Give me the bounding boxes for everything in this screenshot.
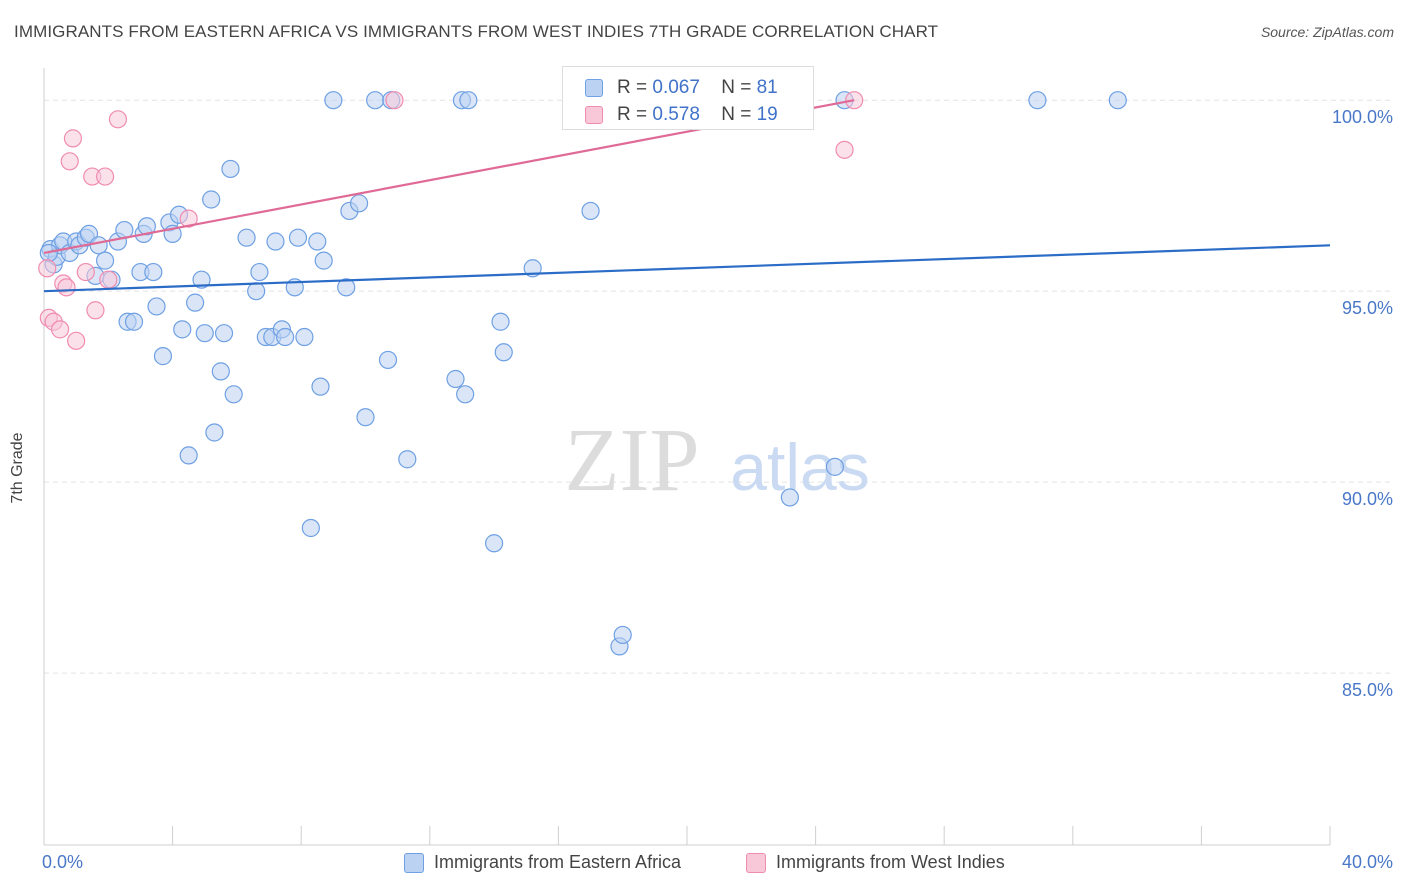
point-eastern-africa (224, 385, 243, 404)
point-eastern-africa (237, 228, 256, 247)
point-west-indies (76, 262, 95, 282)
chart-title: IMMIGRANTS FROM EASTERN AFRICA VS IMMIGR… (14, 22, 939, 41)
point-eastern-africa (214, 324, 234, 343)
point-eastern-africa (205, 423, 224, 442)
point-eastern-africa (301, 518, 320, 538)
point-eastern-africa (398, 450, 417, 469)
point-eastern-africa (89, 236, 108, 255)
point-eastern-africa (95, 251, 115, 270)
stats-n-label-pink: N = (721, 104, 752, 125)
point-eastern-africa (459, 91, 478, 110)
y-tick-label: 100.0% (1331, 107, 1393, 128)
point-eastern-africa (221, 159, 240, 179)
point-eastern-africa (124, 312, 144, 331)
stats-swatch-blue (585, 79, 603, 97)
point-eastern-africa (266, 232, 285, 251)
x-tick-label-min: 0.0% (42, 852, 84, 872)
stats-r-value-pink: 0.578 (652, 104, 700, 125)
legend-swatch-pink (746, 852, 766, 873)
stats-n-label-blue: N = (721, 77, 752, 98)
stats-r-value-blue: 0.067 (652, 77, 700, 98)
source-label: Source: ZipAtlas.com (1260, 24, 1394, 40)
point-west-indies (385, 91, 404, 110)
axes (43, 68, 1331, 846)
stats-row-blue: R = 0.067 N = 81 (585, 77, 778, 99)
point-west-indies (108, 110, 128, 129)
point-eastern-africa (211, 362, 230, 381)
point-eastern-africa (144, 262, 163, 282)
point-eastern-africa (613, 625, 632, 645)
stats-row-pink: R = 0.578 N = 19 (585, 104, 778, 126)
point-eastern-africa (295, 327, 314, 347)
point-west-indies (86, 301, 105, 320)
stats-n-value-pink: 19 (756, 104, 778, 125)
point-eastern-africa (485, 534, 504, 553)
point-eastern-africa (356, 408, 375, 427)
legend-swatch-blue (404, 852, 424, 873)
stats-r-label-blue: R = (617, 77, 648, 98)
watermark-zip: ZIP (565, 411, 700, 510)
point-west-indies (835, 140, 854, 159)
stats-legend-box: R = 0.067 N = 81 R = 0.578 N = 19 (562, 66, 814, 130)
stats-swatch-pink (585, 106, 603, 124)
point-eastern-africa (780, 488, 799, 507)
x-tick-label-max: 40.0% (1341, 852, 1393, 872)
point-eastern-africa (153, 347, 173, 366)
point-west-indies (179, 209, 198, 228)
point-eastern-africa (494, 343, 513, 362)
point-west-indies (57, 278, 76, 297)
point-eastern-africa (173, 320, 192, 339)
point-eastern-africa (825, 457, 844, 476)
point-eastern-africa (311, 377, 330, 396)
point-west-indies (99, 270, 118, 289)
series-eastern-africa (39, 91, 1127, 656)
point-eastern-africa (366, 91, 385, 110)
point-eastern-africa (186, 293, 205, 312)
point-eastern-africa (250, 262, 269, 282)
point-eastern-africa (1028, 91, 1047, 110)
point-west-indies (67, 331, 86, 350)
point-eastern-africa (337, 278, 356, 297)
point-eastern-africa (247, 282, 266, 301)
y-tick-label: 95.0% (1341, 298, 1393, 319)
point-eastern-africa (179, 446, 198, 465)
point-eastern-africa (1108, 91, 1127, 110)
point-west-indies (38, 259, 57, 278)
trend-line-eastern-africa (43, 244, 1331, 293)
point-eastern-africa (192, 270, 211, 289)
point-eastern-africa (137, 217, 156, 236)
legend-item-west-indies: Immigrants from West Indies (746, 852, 1005, 873)
point-eastern-africa (308, 232, 327, 251)
point-eastern-africa (147, 297, 166, 316)
y-tick-label: 90.0% (1341, 489, 1393, 510)
y-tick-label: 85.0% (1341, 680, 1393, 701)
point-west-indies (95, 167, 115, 186)
legend-label-west-indies: Immigrants from West Indies (776, 852, 1005, 872)
legend-label-eastern-africa: Immigrants from Eastern Africa (434, 852, 682, 872)
point-eastern-africa (276, 327, 295, 347)
point-eastern-africa (324, 91, 343, 110)
point-eastern-africa (288, 228, 308, 247)
point-eastern-africa (378, 350, 398, 370)
point-eastern-africa (581, 201, 600, 221)
point-eastern-africa (446, 369, 465, 389)
watermark-atlas: atlas (730, 430, 869, 504)
stats-n-value-blue: 81 (756, 77, 778, 98)
point-eastern-africa (195, 324, 214, 343)
point-eastern-africa (349, 194, 369, 213)
point-west-indies (60, 152, 79, 171)
point-eastern-africa (314, 251, 333, 270)
point-eastern-africa (491, 312, 510, 331)
point-west-indies (50, 320, 70, 339)
gridlines (44, 99, 1392, 674)
legend-item-eastern-africa: Immigrants from Eastern Africa (404, 852, 681, 873)
stats-r-label-pink: R = (617, 104, 648, 125)
point-eastern-africa (202, 190, 221, 209)
series-west-indies (38, 91, 864, 350)
point-west-indies (63, 129, 83, 148)
point-eastern-africa (456, 385, 475, 404)
